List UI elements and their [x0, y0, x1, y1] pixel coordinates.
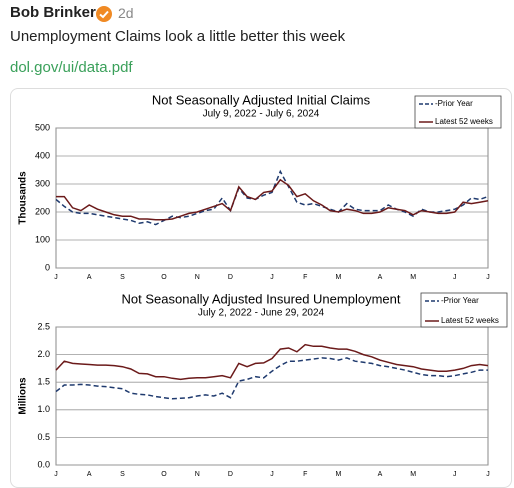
plot-area: [55, 326, 489, 466]
plot-area: [55, 127, 489, 269]
x-tick-label: J: [270, 471, 274, 478]
legend-label: -Prior Year: [441, 296, 479, 305]
post-link[interactable]: dol.gov/ui/data.pdf: [10, 59, 133, 76]
y-tick-label: 0: [45, 262, 50, 272]
x-tick-label: N: [195, 471, 200, 478]
y-axis-label: Thousands: [18, 171, 29, 225]
legend-label: Latest 52 weeks: [441, 316, 499, 325]
x-tick-label: M: [336, 274, 342, 281]
post-text: Unemployment Claims look a little better…: [10, 28, 346, 45]
chart-title: Not Seasonally Adjusted Insured Unemploy…: [122, 291, 401, 306]
x-tick-label: M: [336, 471, 342, 478]
y-tick-label: 100: [35, 234, 50, 244]
x-tick-label: D: [228, 471, 233, 478]
y-axis-label: Millions: [18, 377, 29, 415]
y-tick-label: 2.0: [37, 349, 50, 359]
x-tick-label: J: [486, 274, 490, 281]
y-tick-label: 1.5: [37, 377, 50, 387]
x-tick-label: F: [303, 471, 307, 478]
x-tick-label: A: [378, 471, 383, 478]
x-tick-label: O: [161, 274, 167, 281]
y-tick-label: 200: [35, 206, 50, 216]
verified-badge: [96, 6, 112, 22]
x-tick-label: S: [120, 471, 125, 478]
y-tick-label: 300: [35, 178, 50, 188]
series-line: [55, 357, 488, 400]
x-tick-label: J: [453, 274, 457, 281]
x-tick-label: J: [54, 471, 58, 478]
x-tick-label: D: [228, 274, 233, 281]
image-card: Not Seasonally Adjusted Initial Claims Ju…: [10, 88, 512, 488]
x-tick-label: F: [303, 274, 307, 281]
chart: Not Seasonally Adjusted Initial Claims Ju…: [18, 92, 502, 281]
x-tick-label: A: [87, 471, 92, 478]
y-tick-label: 500: [35, 122, 50, 132]
x-tick-label: J: [54, 274, 58, 281]
author-name[interactable]: Bob Brinker: [10, 4, 96, 21]
y-tick-label: 0.0: [37, 459, 50, 469]
x-tick-label: J: [453, 471, 457, 478]
series-line: [56, 178, 489, 221]
x-tick-label: N: [195, 274, 200, 281]
y-tick-label: 0.5: [37, 432, 50, 442]
chart: Not Seasonally Adjusted Insured Unemploy…: [18, 291, 508, 478]
x-tick-label: A: [87, 274, 92, 281]
x-tick-label: S: [120, 274, 125, 281]
series-line: [55, 343, 489, 381]
y-tick-label: 2.5: [37, 321, 50, 331]
x-tick-label: M: [410, 274, 416, 281]
chart-title: Not Seasonally Adjusted Initial Claims: [152, 92, 371, 107]
x-tick-label: M: [410, 471, 416, 478]
x-tick-label: J: [486, 471, 490, 478]
chart-subtitle: July 2, 2022 - June 29, 2024: [198, 308, 325, 319]
legend-label: Latest 52 weeks: [435, 117, 493, 126]
x-tick-label: O: [161, 471, 167, 478]
chart-subtitle: July 9, 2022 - July 6, 2024: [203, 109, 320, 120]
x-tick-label: A: [378, 274, 383, 281]
y-tick-label: 400: [35, 150, 50, 160]
x-tick-label: J: [270, 274, 274, 281]
post-time: 2d: [118, 5, 134, 21]
legend-label: -Prior Year: [435, 99, 473, 108]
y-tick-label: 1.0: [37, 404, 50, 414]
